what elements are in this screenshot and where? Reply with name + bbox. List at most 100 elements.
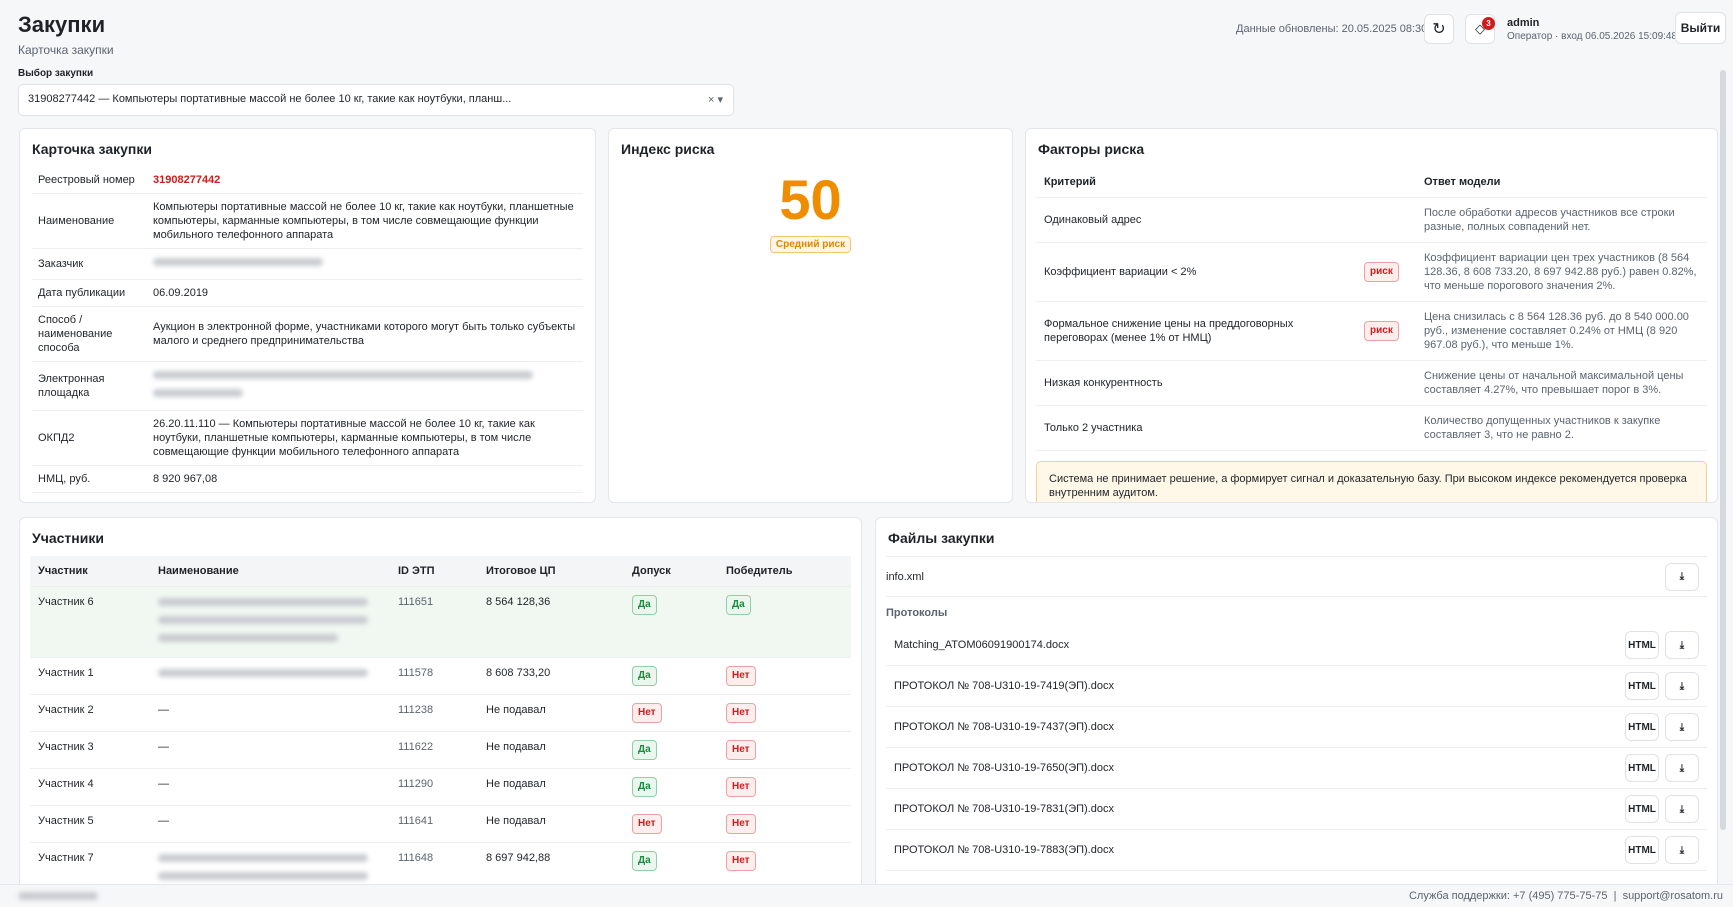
download-button[interactable]: ⤓ [1665, 631, 1699, 659]
field-label: Заказчик [32, 248, 147, 280]
risk-level: Средний риск [769, 236, 852, 253]
card-title: Карточка закупки [32, 141, 152, 157]
card-table: Реестровый номер 31908277442 Наименование К… [32, 167, 583, 493]
cell-id: 111290 [390, 768, 478, 806]
user-role: Оператор · вход 06.05.2026 15:09:48 [1507, 31, 1678, 42]
cell-participant: Участник 6 [30, 586, 150, 658]
admission-badge: Нет [632, 703, 662, 723]
download-button[interactable]: ⤓ [1665, 713, 1699, 741]
field-label: Способ / наименование способа [32, 306, 147, 362]
winner-badge: Нет [726, 740, 756, 760]
risk-flag: риск [1364, 321, 1399, 341]
download-button[interactable]: ⤓ [1665, 836, 1699, 864]
download-button[interactable]: ⤓ [1665, 754, 1699, 782]
factor-row: Одинаковый адрес После обработки адресов … [1036, 197, 1707, 243]
protocol-row: Matching_ATOM06091900174.docx HTML ⤓ [886, 625, 1707, 666]
factor-row: Коэффициент вариации < 2% риск Коэффициент… [1036, 242, 1707, 302]
cell-admission: Нет [624, 805, 718, 843]
protocol-name: ПРОТОКОЛ № 708-U310-19-7650(ЭП).docx [894, 762, 1114, 774]
cell-id: 111578 [390, 657, 478, 695]
field-value [147, 248, 583, 280]
cell-winner: Нет [718, 805, 851, 843]
cell-participant: Участник 1 [30, 657, 150, 695]
winner-badge: Нет [726, 666, 756, 686]
protocol-row: ПРОТОКОЛ № 708-U310-19-7831(ЭП).docx HTML… [886, 789, 1707, 830]
notification-count: 3 [1482, 17, 1495, 30]
cell-total: Не подавал [478, 805, 624, 843]
winner-badge: Да [726, 595, 751, 615]
html-button[interactable]: HTML [1625, 754, 1659, 782]
participants-table: Участник Наименование ID ЭТП Итоговое ЦП Доп… [30, 556, 851, 896]
protocols-label: Протоколы [886, 607, 948, 619]
logout-button[interactable]: Выйти [1675, 12, 1726, 44]
protocol-row: ПРОТОКОЛ № 708-U310-19-7883(ЭП).docx HTML… [886, 830, 1707, 871]
card-row: ОКПД2 26.20.11.110 — Компьютеры портативн… [32, 410, 583, 466]
cell-admission: Да [624, 657, 718, 695]
criterion: Коэффициент вариации < 2% [1036, 242, 1356, 302]
cell-total: 8 608 733,20 [478, 657, 624, 695]
header-row: Критерий Ответ модели [1036, 167, 1707, 198]
cell-id: 111651 [390, 586, 478, 658]
flag-cell: риск [1356, 301, 1416, 361]
html-button[interactable]: HTML [1625, 672, 1659, 700]
html-button[interactable]: HTML [1625, 795, 1659, 823]
support-phone: Служба поддержки: +7 (495) 775-75-75 [1408, 890, 1608, 902]
blurred-text [158, 854, 368, 862]
download-button[interactable]: ⤓ [1665, 562, 1699, 591]
flag-cell [1356, 405, 1416, 451]
card-row: Способ / наименование способа Аукцион в э… [32, 306, 583, 362]
download-button[interactable]: ⤓ [1665, 672, 1699, 700]
cell-name: — [150, 694, 390, 732]
field-value: Аукцион в электронной форме, участниками… [147, 306, 583, 362]
html-button[interactable]: HTML [1625, 713, 1659, 741]
risk-note: Система не принимает решение, а формируе… [1036, 461, 1707, 502]
risk-flag: риск [1364, 262, 1399, 282]
field-label: Электронная площадка [32, 361, 147, 411]
model-answer: Снижение цены от начальной максимальной … [1416, 360, 1707, 406]
purchase-select[interactable]: 31908277442 — Компьютеры портативные мас… [18, 84, 734, 116]
column-header: Ответ модели [1416, 167, 1707, 198]
notifications-button[interactable]: ◇ 3 [1465, 14, 1495, 44]
field-label: ОКПД2 [32, 410, 147, 466]
download-button[interactable]: ⤓ [1665, 795, 1699, 823]
refresh-button[interactable]: ↻ [1424, 14, 1454, 44]
cell-name [150, 657, 390, 695]
card-row: Реестровый номер 31908277442 [32, 167, 583, 194]
cell-id: 111641 [390, 805, 478, 843]
admission-badge: Да [632, 740, 657, 760]
factor-row: Низкая конкурентность Снижение цены от на… [1036, 360, 1707, 406]
cell-winner: Нет [718, 731, 851, 769]
html-button[interactable]: HTML [1625, 836, 1659, 864]
cell-total: Не подавал [478, 768, 624, 806]
scrollbar[interactable] [1720, 70, 1726, 830]
risk-factors-card: Факторы риска Критерий Ответ модели Одинак… [1025, 128, 1718, 503]
field-value: 8 920 967,08 [147, 465, 583, 493]
cell-name: — [150, 805, 390, 843]
participant-row: Участник 4—111290 Не подавал Да Нет [30, 768, 851, 806]
winner-badge: Нет [726, 703, 756, 723]
cell-total: 8 564 128,36 [478, 586, 624, 658]
model-answer: Количество допущенных участников к закуп… [1416, 405, 1707, 451]
protocol-row: ПРОТОКОЛ № 708-U310-19-7419(ЭП).docx HTML… [886, 666, 1707, 707]
risk-factors-title: Факторы риска [1038, 141, 1145, 157]
field-label: Наименование [32, 193, 147, 249]
factor-row: Формальное снижение цены на преддоговорн… [1036, 301, 1707, 361]
column-header: Допуск [624, 556, 718, 587]
risk-factors-table: Критерий Ответ модели Одинаковый адрес Посл… [1036, 167, 1707, 451]
select-value: 31908277442 — Компьютеры портативные мас… [28, 93, 512, 105]
field-label: Реестровый номер [32, 167, 147, 194]
model-answer: Цена снизилась с 8 564 128.36 руб. до 8 … [1416, 301, 1707, 361]
winner-badge: Нет [726, 777, 756, 797]
criterion: Одинаковый адрес [1036, 197, 1356, 243]
column-header: Наименование [150, 556, 390, 587]
column-header: Итоговое ЦП [478, 556, 624, 587]
files-list: info.xml ⤓ Протоколы Matching_ATOM0609190… [886, 556, 1707, 871]
blurred-text [153, 258, 323, 266]
participant-row: Участник 3—111622 Не подавал Да Нет [30, 731, 851, 769]
flag-cell [1356, 360, 1416, 406]
cell-winner: Нет [718, 768, 851, 806]
flag-cell [1356, 197, 1416, 243]
html-button[interactable]: HTML [1625, 631, 1659, 659]
cell-id: 111622 [390, 731, 478, 769]
winner-badge: Нет [726, 851, 756, 871]
